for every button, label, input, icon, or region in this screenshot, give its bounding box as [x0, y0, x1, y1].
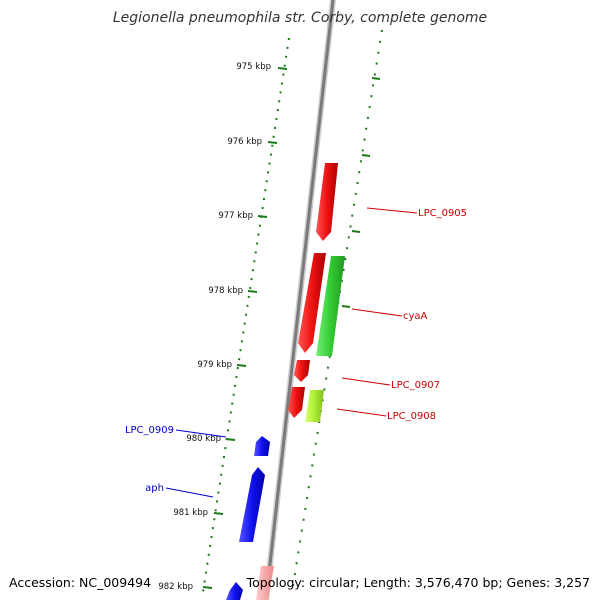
- tick-mark: [247, 290, 258, 293]
- gene-LPC_0905[interactable]: [316, 163, 338, 241]
- tick-mark: [341, 305, 351, 308]
- tick-mark: [257, 215, 268, 218]
- gene-partial-blue[interactable]: [226, 582, 243, 600]
- gene-LPC_0906[interactable]: [298, 253, 326, 353]
- outer-dotted-track: [291, 29, 383, 593]
- outer-tick-marks: [341, 77, 381, 308]
- leader-line: [175, 429, 227, 438]
- tick-mark: [371, 77, 381, 80]
- gene-LPC_0907[interactable]: [294, 360, 310, 382]
- tick-mark: [267, 141, 278, 144]
- gene-label-cyaA[interactable]: cyaA: [403, 311, 428, 322]
- tick-mark: [236, 364, 247, 367]
- genome-backbone-core: [264, 0, 335, 601]
- leader-line: [336, 408, 387, 417]
- leader-line: [165, 487, 214, 498]
- gene-aph[interactable]: [239, 467, 265, 542]
- leader-line: [366, 207, 418, 214]
- tick-label: 982 kbp: [158, 582, 193, 592]
- page-title: Legionella pneumophila str. Corby, compl…: [112, 10, 488, 26]
- gene-cyaA[interactable]: [316, 256, 345, 356]
- gene-label-LPC_0909[interactable]: LPC_0909: [125, 425, 174, 436]
- gene-label-LPC_0905[interactable]: LPC_0905: [418, 208, 467, 219]
- accession-text: Accession: NC_009494: [9, 575, 152, 590]
- gene-LPC_0909[interactable]: [254, 436, 270, 456]
- leader-line: [341, 377, 391, 386]
- gene-label-LPC_0907[interactable]: LPC_0907: [391, 380, 440, 391]
- tick-mark: [225, 438, 236, 441]
- tick-label: 980 kbp: [186, 434, 221, 444]
- tick-mark: [351, 230, 361, 233]
- tick-mark: [361, 154, 371, 157]
- inner-dotted-track: [202, 37, 290, 593]
- gene-LPC_0908[interactable]: [305, 390, 324, 422]
- tick-label: 978 kbp: [208, 286, 243, 296]
- tick-mark: [277, 67, 288, 70]
- gene-label-LPC_0908[interactable]: LPC_0908: [387, 411, 436, 422]
- tick-marks: [202, 67, 288, 589]
- tick-label: 975 kbp: [236, 62, 271, 72]
- tick-mark: [202, 586, 213, 589]
- gene-LPC_0907b[interactable]: [288, 387, 305, 418]
- leader-line: [351, 308, 403, 317]
- tick-label: 977 kbp: [218, 211, 253, 221]
- tick-label: 981 kbp: [173, 508, 208, 518]
- tick-label: 976 kbp: [227, 137, 262, 147]
- tick-label: 979 kbp: [197, 360, 232, 370]
- gene-partial-pink[interactable]: [256, 566, 274, 600]
- gene-label-aph[interactable]: aph: [145, 483, 164, 494]
- tick-mark: [213, 512, 224, 515]
- genome-summary-text: Topology: circular; Length: 3,576,470 bp…: [246, 575, 590, 590]
